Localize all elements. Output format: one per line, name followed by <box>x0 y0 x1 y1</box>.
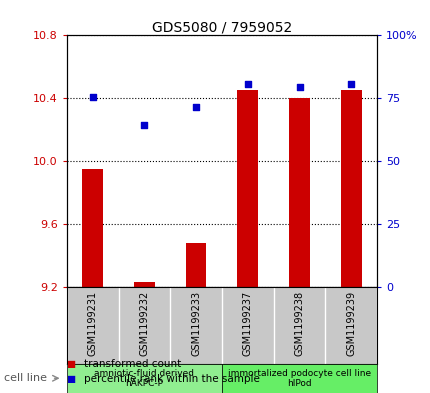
Text: immortalized podocyte cell line
hIPod: immortalized podocyte cell line hIPod <box>227 369 370 388</box>
Point <box>141 121 147 128</box>
Text: GSM1199231: GSM1199231 <box>87 291 98 356</box>
Point <box>347 81 354 88</box>
Point <box>244 81 251 88</box>
Bar <box>237 90 258 287</box>
Bar <box>289 98 309 287</box>
Text: cell line: cell line <box>4 373 47 383</box>
Title: GDS5080 / 7959052: GDS5080 / 7959052 <box>151 20 292 34</box>
Text: GSM1199239: GSM1199239 <box>345 291 356 356</box>
Bar <box>185 243 206 287</box>
Bar <box>67 364 221 393</box>
Text: GSM1199233: GSM1199233 <box>190 291 201 356</box>
Text: GSM1199238: GSM1199238 <box>294 291 304 356</box>
Text: percentile rank within the sample: percentile rank within the sample <box>84 374 259 384</box>
Point <box>89 94 96 100</box>
Text: ◼: ◼ <box>67 358 80 369</box>
Bar <box>221 364 376 393</box>
Text: GSM1199237: GSM1199237 <box>242 291 252 356</box>
Text: ◼: ◼ <box>67 374 80 384</box>
Point <box>295 84 302 90</box>
Text: amniotic-fluid derived
hAKPC-P: amniotic-fluid derived hAKPC-P <box>94 369 194 388</box>
Bar <box>82 169 103 287</box>
Point <box>192 104 199 110</box>
Text: GSM1199232: GSM1199232 <box>139 291 149 356</box>
Bar <box>134 282 154 287</box>
Text: transformed count: transformed count <box>84 358 181 369</box>
Bar <box>340 90 361 287</box>
